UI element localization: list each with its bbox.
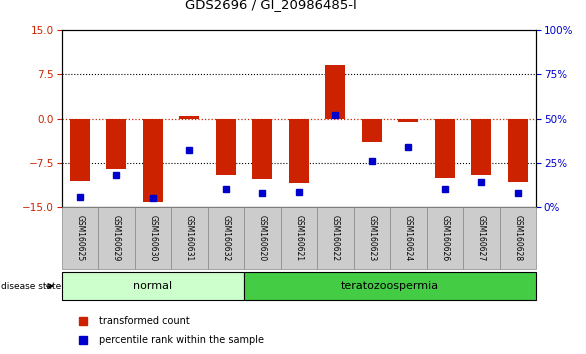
Bar bbox=[362, 119, 382, 142]
Bar bbox=[171, 207, 207, 269]
Text: GSM160627: GSM160627 bbox=[477, 215, 486, 261]
Text: GSM160625: GSM160625 bbox=[75, 215, 84, 261]
Bar bbox=[253, 119, 272, 179]
Bar bbox=[244, 207, 281, 269]
Text: GSM160624: GSM160624 bbox=[404, 215, 413, 261]
Bar bbox=[390, 207, 427, 269]
Bar bbox=[325, 65, 345, 119]
Text: transformed count: transformed count bbox=[98, 316, 189, 326]
Text: GSM160621: GSM160621 bbox=[294, 215, 304, 261]
Text: disease state: disease state bbox=[1, 281, 61, 291]
Bar bbox=[70, 119, 90, 181]
Text: GDS2696 / GI_20986485-I: GDS2696 / GI_20986485-I bbox=[185, 0, 356, 11]
Text: percentile rank within the sample: percentile rank within the sample bbox=[98, 335, 264, 345]
Bar bbox=[62, 272, 244, 300]
Bar bbox=[143, 119, 163, 202]
Text: GSM160620: GSM160620 bbox=[258, 215, 267, 261]
Bar bbox=[398, 119, 418, 121]
Bar bbox=[135, 207, 171, 269]
Text: GSM160630: GSM160630 bbox=[148, 215, 157, 261]
Text: teratozoospermia: teratozoospermia bbox=[341, 281, 439, 291]
Text: GSM160623: GSM160623 bbox=[367, 215, 376, 261]
Bar bbox=[281, 207, 317, 269]
Bar bbox=[289, 119, 309, 183]
Bar bbox=[98, 207, 135, 269]
Text: GSM160622: GSM160622 bbox=[331, 215, 340, 261]
Bar bbox=[207, 207, 244, 269]
Bar bbox=[471, 119, 492, 175]
Bar bbox=[106, 119, 127, 169]
Bar bbox=[353, 207, 390, 269]
Bar bbox=[463, 207, 500, 269]
Text: normal: normal bbox=[133, 281, 172, 291]
Text: GSM160629: GSM160629 bbox=[112, 215, 121, 261]
Text: GSM160626: GSM160626 bbox=[441, 215, 449, 261]
Bar bbox=[427, 207, 463, 269]
Text: GSM160631: GSM160631 bbox=[185, 215, 194, 261]
Bar bbox=[62, 207, 98, 269]
Bar bbox=[216, 119, 236, 175]
Bar bbox=[435, 119, 455, 178]
Text: GSM160628: GSM160628 bbox=[513, 215, 523, 261]
Text: GSM160632: GSM160632 bbox=[222, 215, 230, 261]
Bar bbox=[179, 116, 199, 119]
Bar bbox=[508, 119, 528, 182]
Bar bbox=[500, 207, 536, 269]
Bar bbox=[244, 272, 536, 300]
Bar bbox=[317, 207, 353, 269]
